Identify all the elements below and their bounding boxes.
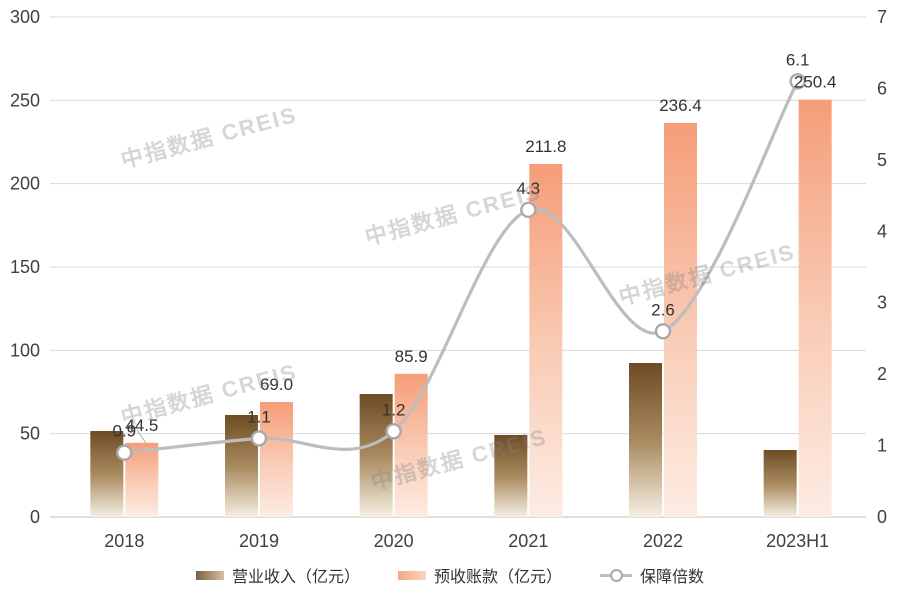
x-tick-2020: 2020 xyxy=(374,531,414,551)
right-axis-tick-5: 5 xyxy=(877,150,887,170)
left-axis-tick-150: 150 xyxy=(10,257,40,277)
x-tick-2022: 2022 xyxy=(643,531,683,551)
marker-ratio-2020[interactable] xyxy=(385,423,402,440)
left-axis-tick-100: 100 xyxy=(10,340,40,360)
x-tick-2019: 2019 xyxy=(239,531,279,551)
right-axis-tick-6: 6 xyxy=(877,78,887,98)
right-axis-tick-3: 3 xyxy=(877,293,887,313)
marker-ratio-2022[interactable] xyxy=(654,323,672,340)
bar-revenue-2018[interactable] xyxy=(90,431,124,517)
marker-ratio-2021[interactable] xyxy=(520,201,537,219)
label-ratio-2023H1: 6.1 xyxy=(786,50,810,69)
legend-item-ratio[interactable]: 保障倍数 xyxy=(600,563,704,587)
bar-advance-2021[interactable] xyxy=(529,164,563,517)
label-ratio-2022: 2.6 xyxy=(651,300,675,319)
left-axis-tick-250: 250 xyxy=(10,90,40,110)
bar-revenue-2019[interactable] xyxy=(225,415,258,517)
legend: 营业收入（亿元） 预收账款（亿元） 保障倍数 xyxy=(0,563,900,587)
left-axis-tick-300: 300 xyxy=(10,7,40,27)
label-advance-2022: 236.4 xyxy=(659,96,702,115)
legend-item-advance[interactable]: 预收账款（亿元） xyxy=(397,563,562,587)
line-marker-icon xyxy=(600,568,632,582)
label-advance-2019: 69.0 xyxy=(260,375,293,394)
x-tick-2023H1: 2023H1 xyxy=(766,531,829,551)
bar-revenue-2022[interactable] xyxy=(629,363,662,517)
label-advance-2018: 44.5 xyxy=(125,416,158,435)
bar-advance-2022[interactable] xyxy=(664,123,697,517)
left-axis-tick-50: 50 xyxy=(20,424,40,444)
right-axis-tick-4: 4 xyxy=(877,221,887,241)
legend-label-ratio: 保障倍数 xyxy=(640,569,705,586)
right-axis-tick-2: 2 xyxy=(877,364,887,384)
legend-item-revenue[interactable]: 营业收入（亿元） xyxy=(195,563,360,587)
label-advance-2023H1: 250.4 xyxy=(794,73,837,92)
bar-advance-2019[interactable] xyxy=(260,402,293,517)
legend-label-advance: 预收账款（亿元） xyxy=(433,569,562,586)
label-advance-2021: 211.8 xyxy=(525,137,566,156)
label-ratio-2018: 0.9 xyxy=(113,422,137,441)
bar-revenue-2023H1[interactable] xyxy=(763,450,797,517)
label-advance-2020: 85.9 xyxy=(395,347,428,366)
label-ratio-2021: 4.3 xyxy=(517,179,541,198)
bar-advance-2020[interactable] xyxy=(394,373,428,517)
label-ratio-2019: 1.1 xyxy=(247,407,271,426)
left-axis-tick-200: 200 xyxy=(10,174,40,194)
bar-revenue-2020[interactable] xyxy=(359,394,393,517)
bar-revenue-2021[interactable] xyxy=(494,435,528,517)
label-leader-line xyxy=(136,429,147,444)
legend-label-revenue: 营业收入（亿元） xyxy=(231,569,360,586)
bar-advance-2023H1[interactable] xyxy=(798,99,832,518)
advance-swatch-icon xyxy=(397,570,426,580)
right-axis-tick-0: 0 xyxy=(877,507,887,527)
right-axis-tick-7: 7 xyxy=(877,7,887,27)
revenue-swatch-icon xyxy=(195,570,224,580)
label-ratio-2020: 1.2 xyxy=(382,400,406,419)
marker-ratio-2023H1[interactable] xyxy=(789,73,806,90)
marker-ratio-2018[interactable] xyxy=(116,444,133,461)
marker-ratio-2019[interactable] xyxy=(250,430,268,447)
left-axis-tick-0: 0 xyxy=(30,507,40,527)
x-tick-2018: 2018 xyxy=(104,531,144,551)
x-tick-2021: 2021 xyxy=(508,531,548,551)
right-axis-tick-1: 1 xyxy=(877,436,887,456)
